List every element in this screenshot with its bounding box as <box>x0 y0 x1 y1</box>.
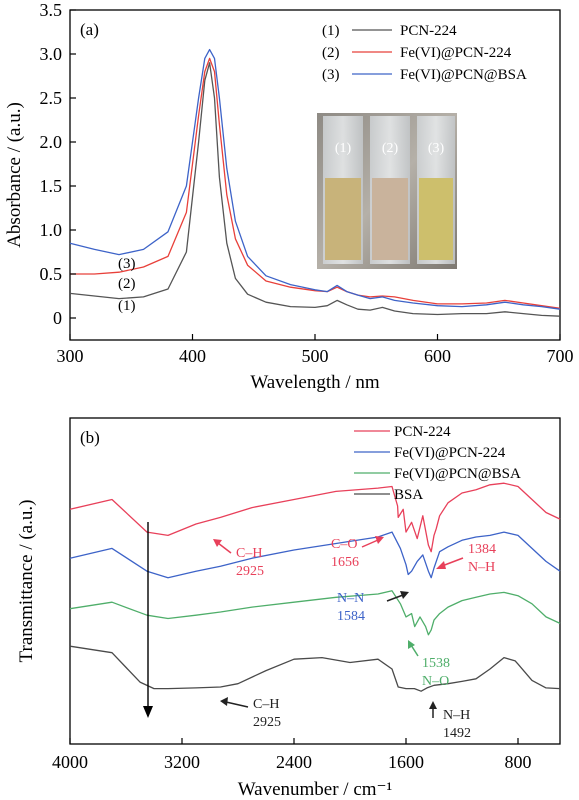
y-tick-label-a-5: 2.5 <box>40 88 63 108</box>
annot-nh-black-value: 1492 <box>443 726 471 741</box>
x-tick-label-a-1: 400 <box>179 346 206 366</box>
annot-no-label: 1538 <box>422 656 450 671</box>
annot-nn-label: N–N <box>337 591 364 606</box>
annot-co-label: C–O <box>331 537 357 552</box>
y-tick-label-a-1: 0.5 <box>40 264 63 284</box>
annot-nh-red-label: 1384 <box>468 542 496 557</box>
annot-arrowhead-co <box>375 536 384 544</box>
panel-b-x-ticks: 4000 3200 2400 1600 800 <box>52 738 532 772</box>
panel-b-annotations: C–H 2925 C–O 1656 1384 N–H N–N 1584 1538… <box>213 536 496 741</box>
panel-b-y-axis-label: Transmittance / (a.u.) <box>16 500 37 663</box>
y-tick-label-a-3: 1.5 <box>40 176 63 196</box>
series-a-line-3 <box>69 48 561 310</box>
down-arrow-head <box>143 706 153 718</box>
annot-arrow-nh-red <box>441 557 464 567</box>
annot-co-value: 1656 <box>331 555 359 570</box>
panel-b-curves <box>69 482 561 692</box>
x-tick-label-b-4: 800 <box>505 752 532 772</box>
curve-marker-3: (3) <box>118 256 136 272</box>
panel-a-x-axis-label: Wavelength / nm <box>250 372 380 393</box>
legend-a-number-2: (2) <box>322 45 340 61</box>
panel-a-y-axis-label: Absorbance / (a.u.) <box>4 102 25 248</box>
annot-no-value: N–O <box>422 674 449 689</box>
legend-b-name-2: Fe(VI)@PCN-224 <box>394 445 506 461</box>
x-tick-label-a-2: 500 <box>302 346 329 366</box>
series-b-line-3 <box>69 590 561 636</box>
panel-a: (a) 300 400 500 600 700 0 0.5 1.0 1.5 2.0 2.5 3.0 3… <box>4 0 574 393</box>
panel-a-label: (a) <box>80 20 99 39</box>
panel-b-label: (b) <box>80 428 100 447</box>
annot-ch-red-value: 2925 <box>236 564 264 579</box>
annot-arrowhead-no <box>408 640 415 649</box>
legend-a-name-2: Fe(VI)@PCN-224 <box>400 45 512 61</box>
annot-arrowhead-nh-black <box>429 701 437 709</box>
annot-arrowhead-ch-red <box>213 539 222 547</box>
vial-2-liquid <box>372 178 408 260</box>
panel-a-y-ticks: 0 0.5 1.0 1.5 2.0 2.5 3.0 3.5 <box>40 0 76 328</box>
annot-nh-black-label: N–H <box>443 708 470 723</box>
annot-arrow-co <box>361 539 379 548</box>
vial-label-3: (3) <box>428 141 445 156</box>
panel-a-curves <box>69 48 561 317</box>
y-tick-label-a-0: 0 <box>53 308 62 328</box>
panel-b-x-axis-label: Wavenumber / cm⁻¹ <box>238 779 393 800</box>
y-tick-label-a-6: 3.0 <box>40 44 63 64</box>
annot-nn-value: 1584 <box>337 609 365 624</box>
inset-vials-photo: (1) (2) (3) <box>317 113 457 269</box>
series-a-line-1 <box>69 62 561 317</box>
annot-arrow-no <box>410 644 419 657</box>
series-b-line-1 <box>69 482 561 553</box>
legend-a-number-3: (3) <box>322 67 340 83</box>
annot-arrow-ch-black <box>225 701 249 708</box>
legend-b-name-1: PCN-224 <box>394 424 451 440</box>
annot-arrow-nn <box>386 594 404 602</box>
series-b-line-4 <box>69 645 561 692</box>
vial-label-2: (2) <box>382 141 399 156</box>
x-tick-label-a-4: 700 <box>547 346 574 366</box>
legend-a-name-1: PCN-224 <box>400 23 457 39</box>
legend-a-number-1: (1) <box>322 23 340 39</box>
x-tick-label-b-2: 2400 <box>276 752 312 772</box>
panel-a-legend: (1) PCN-224 (2) Fe(VI)@PCN-224 (3) Fe(VI… <box>322 23 527 83</box>
vial-1-liquid <box>325 178 361 260</box>
legend-b-name-3: Fe(VI)@PCN@BSA <box>394 466 521 482</box>
vial-label-1: (1) <box>335 141 352 156</box>
annot-nh-red-value: N–H <box>468 560 495 575</box>
curve-marker-2: (2) <box>118 276 136 292</box>
x-tick-label-b-0: 4000 <box>52 752 88 772</box>
annot-arrowhead-nn <box>400 591 409 599</box>
annot-arrow-ch-red <box>217 542 232 554</box>
panel-a-x-ticks: 300 400 500 600 700 <box>57 334 574 366</box>
annot-arrowhead-nh-red <box>436 561 446 569</box>
panel-b-legend: PCN-224 Fe(VI)@PCN-224 Fe(VI)@PCN@BSA BS… <box>354 424 521 503</box>
legend-b-name-4: BSA <box>394 487 423 503</box>
legend-a-name-3: Fe(VI)@PCN@BSA <box>400 67 527 83</box>
annot-arrowhead-ch-black <box>220 697 228 706</box>
x-tick-label-b-3: 1600 <box>388 752 424 772</box>
series-b-line-2 <box>69 531 561 579</box>
x-tick-label-a-0: 300 <box>57 346 84 366</box>
y-tick-label-a-4: 2.0 <box>40 132 63 152</box>
x-tick-label-b-1: 3200 <box>164 752 200 772</box>
panel-b-frame <box>69 417 561 745</box>
series-a-line-2 <box>70 57 561 309</box>
y-tick-label-a-2: 1.0 <box>40 220 63 240</box>
x-tick-label-a-3: 600 <box>424 346 451 366</box>
panel-b: (b) 4000 3200 2400 1600 800 Wavenumber / cm⁻… <box>16 417 561 800</box>
y-tick-label-a-7: 3.5 <box>40 0 63 20</box>
annot-ch-black-value: 2925 <box>253 715 281 730</box>
annot-ch-black-label: C–H <box>253 697 279 712</box>
curve-marker-1: (1) <box>118 298 136 314</box>
vial-3-liquid <box>419 178 453 260</box>
annot-ch-red-label: C–H <box>236 546 262 561</box>
